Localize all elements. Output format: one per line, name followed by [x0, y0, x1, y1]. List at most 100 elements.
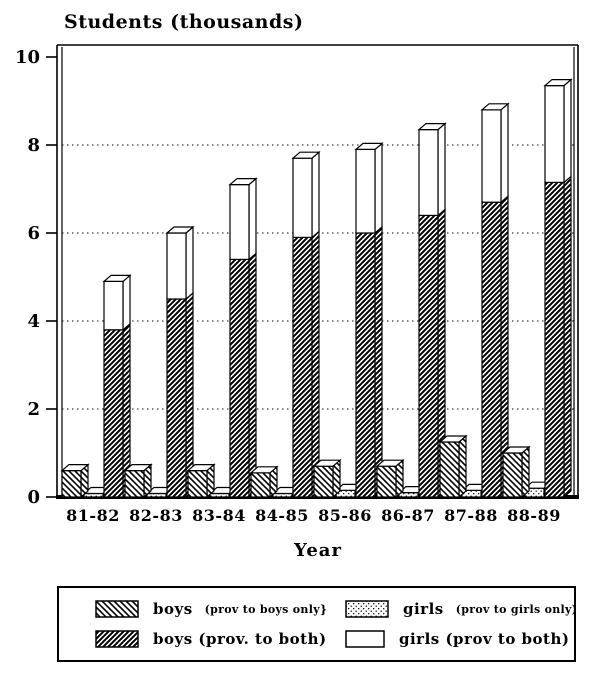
y-tick-label: 2: [27, 399, 40, 420]
bar-front-face: [481, 201, 502, 498]
legend-label: boys: [153, 600, 193, 618]
boys-both-swatch-icon: [95, 630, 139, 648]
bar-boys-both: [355, 225, 383, 499]
bar-front-face: [187, 470, 208, 498]
bar-top-face: [354, 142, 384, 150]
legend: boys (prov to boys only} girls (prov to …: [57, 586, 578, 662]
legend-grid: boys (prov to boys only} girls (prov to …: [59, 588, 578, 660]
bar-front-face: [544, 84, 565, 184]
bar-side-face: [563, 78, 572, 184]
bar-front-face: [166, 298, 187, 498]
y-tick-label: 6: [27, 223, 40, 244]
y-ticks-group: 0 2 4 6 8 10: [15, 47, 57, 508]
boys-only-swatch-icon: [95, 600, 139, 618]
bar-side-face: [437, 122, 446, 217]
bar-top-face: [375, 459, 405, 467]
bar-boys-both: [292, 230, 320, 499]
bar-top-face: [438, 435, 468, 443]
bar-side-face: [185, 291, 194, 499]
bar-girls-both: [480, 102, 510, 204]
bar-top-face: [102, 274, 132, 282]
bar-side-face: [563, 175, 572, 499]
bar-front-face: [376, 465, 397, 498]
bar-top-face: [249, 466, 279, 474]
bar-front-face: [250, 472, 271, 498]
x-category-label: 82-83: [129, 506, 183, 525]
bar-boys-both: [544, 175, 572, 499]
bar-side-face: [458, 434, 467, 499]
bar-front-face: [439, 441, 460, 498]
bar-girls-both: [165, 225, 195, 301]
bar-boys-only: [312, 458, 342, 499]
bar-top-face: [123, 464, 153, 472]
x-labels-group: 81-82 82-83 83-84 84-85 85-86 86-87 87-88 88-89: [66, 506, 561, 525]
bar-girls-both: [354, 142, 384, 235]
bar-front-face: [313, 465, 334, 498]
legend-item-boys-only: boys (prov to boys only}: [95, 600, 345, 618]
legend-detail: (prov to girls only): [455, 602, 578, 616]
legend-label: boys (prov. to both): [153, 630, 327, 648]
bar-top-face: [60, 464, 90, 472]
bar-front-face: [61, 470, 82, 498]
bar-top-face: [312, 459, 342, 467]
bar-boys-only: [438, 434, 468, 499]
bar-girls-both: [543, 78, 573, 184]
girls-both-swatch-icon: [345, 630, 385, 648]
x-axis-title: Year: [293, 540, 342, 561]
bar-side-face: [122, 274, 131, 332]
x-category-label: 81-82: [66, 506, 120, 525]
bar-front-face: [355, 232, 376, 498]
legend-item-girls-both: girls (prov to both): [345, 630, 577, 648]
x-category-label: 88-89: [507, 506, 561, 525]
bar-top-face: [501, 446, 531, 454]
bar-side-face: [311, 150, 320, 239]
bar-boys-both: [103, 322, 131, 499]
y-axis-title: Students (thousands): [64, 11, 303, 33]
bar-front-face: [481, 109, 502, 203]
bar-girls-both: [228, 177, 258, 261]
bar-boys-only: [249, 465, 279, 499]
bar-boys-only: [186, 463, 216, 499]
x-category-label: 85-86: [318, 506, 372, 525]
bar-top-face: [543, 78, 573, 87]
bar-boys-only: [60, 463, 90, 499]
bar-side-face: [248, 177, 257, 261]
bar-top-face: [417, 122, 447, 131]
bar-side-face: [374, 142, 383, 235]
bar-front-face: [398, 492, 419, 498]
bar-boys-both: [481, 194, 509, 499]
bars-group: [60, 78, 573, 499]
x-category-label: 84-85: [255, 506, 309, 525]
legend-item-boys-both: boys (prov. to both): [95, 630, 345, 648]
bar-front-face: [418, 214, 439, 498]
bar-front-face: [502, 452, 523, 498]
y-tick-label: 8: [27, 135, 40, 156]
bar-top-face: [228, 178, 258, 186]
girls-only-swatch-icon: [345, 600, 389, 618]
bar-side-face: [311, 230, 320, 499]
x-category-label: 83-84: [192, 506, 246, 525]
bar-front-face: [166, 232, 187, 300]
bar-front-face: [544, 181, 565, 498]
y-tick-label: 10: [15, 47, 40, 68]
bar-boys-only: [375, 458, 405, 499]
y-tick-label: 0: [27, 487, 40, 508]
bar-side-face: [248, 252, 257, 499]
bar-front-face: [355, 148, 376, 234]
bar-top-face: [480, 103, 510, 111]
bar-front-face: [292, 157, 313, 238]
bar-front-face: [292, 236, 313, 498]
bar-front-face: [418, 129, 439, 217]
bar-front-face: [229, 184, 250, 261]
x-category-label: 87-88: [444, 506, 498, 525]
bar-side-face: [521, 445, 530, 499]
bar-boys-only: [501, 445, 531, 499]
bar-top-face: [186, 464, 216, 472]
bar-boys-both: [166, 291, 194, 499]
bar-top-face: [165, 226, 195, 234]
bar-front-face: [103, 280, 124, 331]
bar-girls-both: [417, 122, 447, 217]
bar-girls-both: [102, 274, 132, 332]
bar-front-face: [229, 258, 250, 498]
